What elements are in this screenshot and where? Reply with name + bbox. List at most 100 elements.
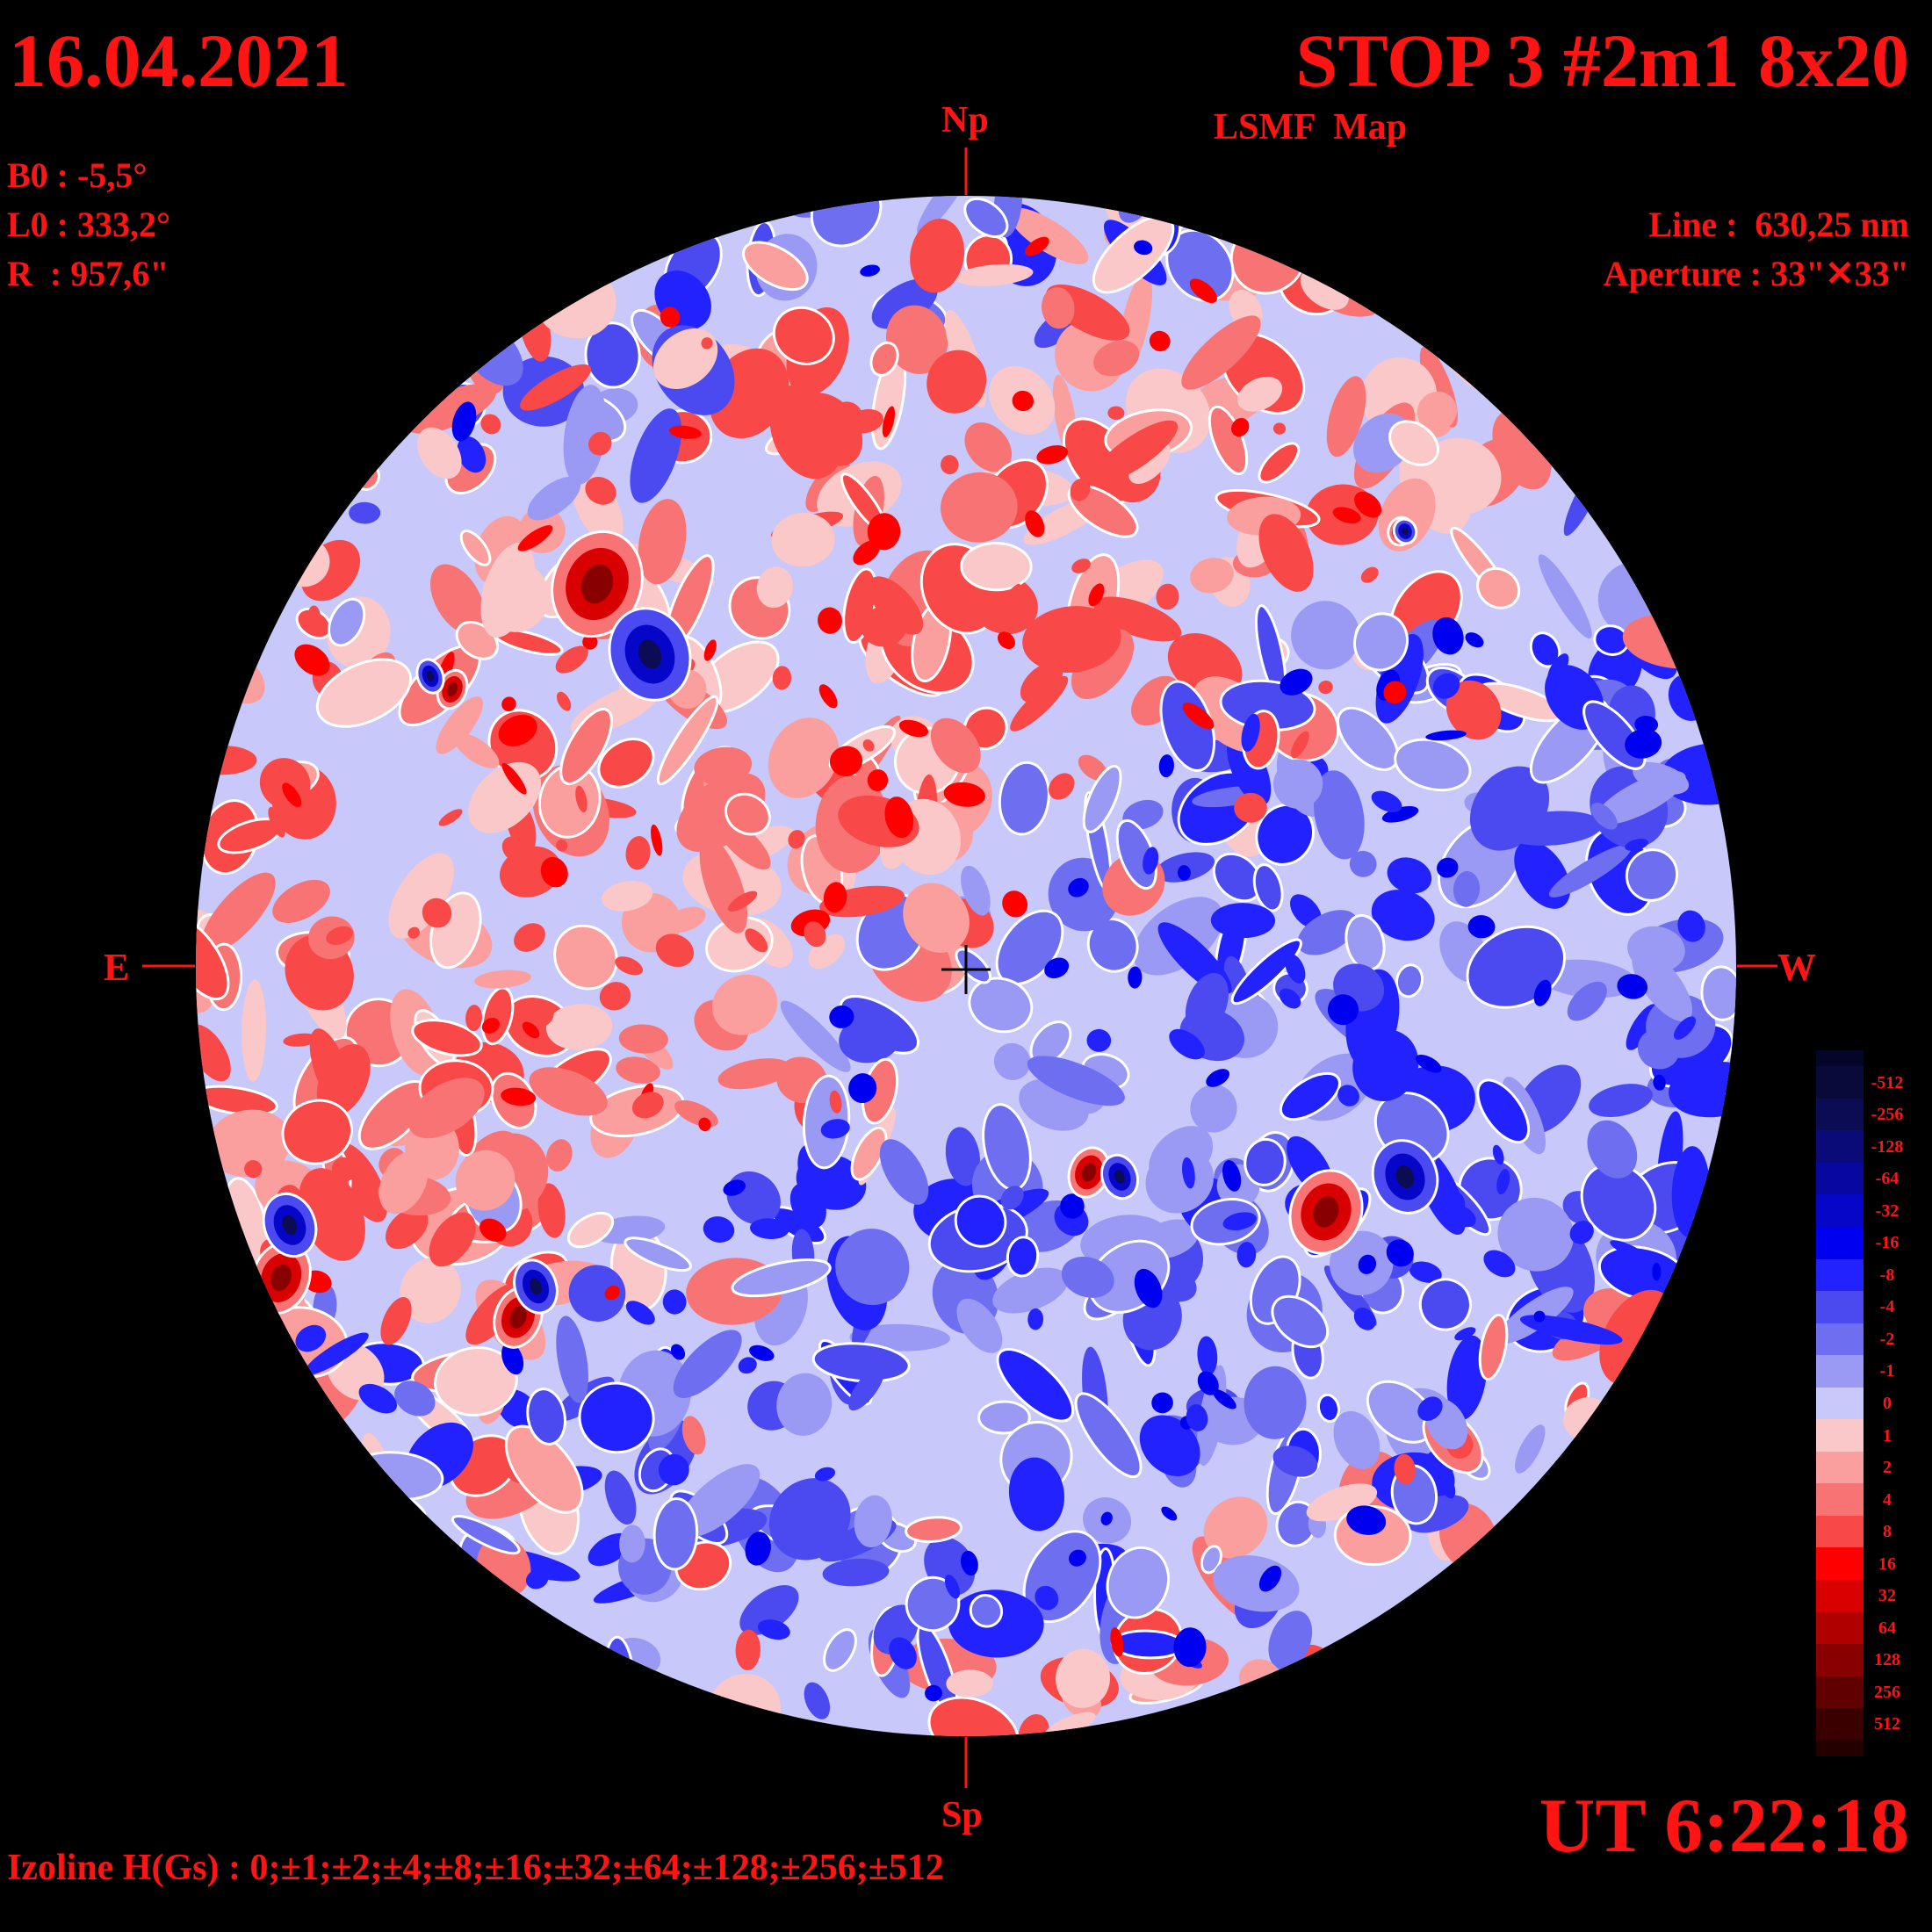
field-patch: [517, 525, 553, 551]
field-patch: [1371, 890, 1435, 941]
field-patch: [1110, 1627, 1124, 1657]
field-patch: [1453, 870, 1480, 907]
field-patch: [1290, 731, 1309, 759]
field-patch: [1230, 938, 1302, 1006]
field-patch: [927, 1696, 1020, 1736]
colorbar-swatch: [1816, 1708, 1864, 1741]
field-patch: [411, 1019, 483, 1057]
field-patch: [739, 1585, 799, 1636]
field-patch: [438, 809, 463, 826]
field-patch: [1625, 728, 1662, 759]
field-patch: [867, 769, 889, 791]
colorbar-swatch: [1816, 1419, 1864, 1453]
field-patch: [1093, 596, 1182, 642]
west-label: W: [1777, 946, 1816, 989]
field-patch: [780, 1000, 851, 1072]
field-patch: [879, 1139, 929, 1205]
l0-param: L0 : 333,2°: [7, 205, 170, 244]
colorbar-swatch: [1816, 1580, 1864, 1613]
field-patch: [553, 924, 618, 991]
field-patch: [282, 782, 302, 808]
field-patch: [804, 921, 826, 948]
field-patch: [1394, 738, 1472, 792]
field-patch: [282, 1215, 298, 1236]
field-patch: [625, 1301, 655, 1325]
field-patch: [652, 1497, 699, 1571]
field-patch: [960, 1550, 978, 1576]
field-patch: [1395, 963, 1424, 998]
field-patch: [711, 974, 778, 1035]
field-patch: [1395, 1164, 1415, 1189]
field-patch: [1445, 680, 1502, 740]
aperture-label: Aperture : 33"✕33": [1603, 254, 1909, 293]
field-patch: [1139, 1415, 1200, 1477]
field-patch: [619, 1525, 645, 1563]
field-patch: [468, 761, 542, 833]
field-patch: [1071, 559, 1091, 573]
field-patch: [1669, 1061, 1736, 1118]
field-patch: [599, 982, 631, 1011]
field-patch: [480, 542, 536, 638]
colorbar-level-label: 512: [1874, 1714, 1900, 1734]
field-patch: [1022, 606, 1121, 674]
colorbar-level-label: 32: [1878, 1586, 1896, 1606]
field-patch: [917, 196, 971, 234]
field-patch: [270, 1264, 292, 1292]
field-patch: [457, 436, 487, 473]
field-patch: [698, 1117, 711, 1132]
field-patch: [394, 1381, 436, 1417]
field-patch: [616, 1056, 660, 1084]
field-patch: [1203, 1496, 1268, 1559]
field-patch: [1333, 1410, 1381, 1469]
field-patch: [745, 1532, 771, 1566]
field-patch: [1394, 1453, 1416, 1485]
field-patch: [823, 882, 847, 913]
field-patch: [1042, 287, 1075, 329]
field-patch: [1268, 1611, 1313, 1670]
field-patch: [1197, 1336, 1218, 1375]
colorbar-swatch: [1816, 1676, 1864, 1709]
field-patch: [1231, 417, 1250, 437]
field-patch: [1149, 330, 1171, 352]
field-patch: [882, 406, 895, 437]
field-patch: [703, 639, 717, 661]
colorbar-swatch: [1816, 1547, 1864, 1581]
field-patch: [925, 1684, 942, 1702]
field-patch: [556, 840, 568, 852]
field-patch: [618, 1024, 668, 1054]
colorbar-swatch: [1816, 1451, 1864, 1484]
field-patch: [1018, 1713, 1049, 1736]
field-patch: [268, 806, 285, 838]
field-patch: [196, 916, 230, 1001]
field-patch: [480, 414, 501, 435]
field-patch: [580, 564, 614, 604]
field-patch: [1476, 1078, 1531, 1144]
field-patch: [951, 595, 972, 619]
east-label: E: [104, 946, 130, 989]
field-patch: [956, 1298, 1003, 1353]
field-patch: [1134, 1268, 1163, 1308]
colorbar-swatch: [1816, 1611, 1864, 1645]
field-patch: [568, 1265, 626, 1322]
field-patch: [1625, 848, 1679, 902]
field-patch: [304, 1332, 369, 1375]
field-patch: [604, 1285, 620, 1301]
field-patch: [1060, 1193, 1085, 1219]
field-patch: [1134, 240, 1153, 256]
field-patch: [405, 384, 496, 434]
field-patch: [1432, 616, 1464, 655]
field-patch: [501, 696, 516, 712]
colorbar-level-label: -32: [1875, 1200, 1900, 1221]
field-patch: [1206, 1069, 1229, 1087]
field-patch: [944, 1575, 961, 1599]
field-patch: [1034, 1585, 1059, 1611]
field-patch: [1467, 915, 1496, 939]
field-patch: [768, 1478, 851, 1561]
field-patch: [582, 634, 598, 650]
field-patch: [701, 337, 713, 350]
field-patch: [326, 926, 353, 946]
observation-title: STOP 3 #2m1 8x20: [1295, 18, 1909, 103]
field-patch: [501, 836, 529, 862]
north-pole-label: Np: [941, 100, 989, 141]
colorbar-level-label: -16: [1875, 1233, 1900, 1253]
